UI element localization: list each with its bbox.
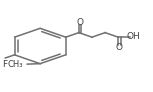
Text: OH: OH — [126, 32, 140, 41]
Text: CH₃: CH₃ — [8, 60, 23, 69]
Text: O: O — [116, 43, 123, 52]
Text: F: F — [2, 60, 7, 69]
Text: O: O — [76, 18, 84, 27]
